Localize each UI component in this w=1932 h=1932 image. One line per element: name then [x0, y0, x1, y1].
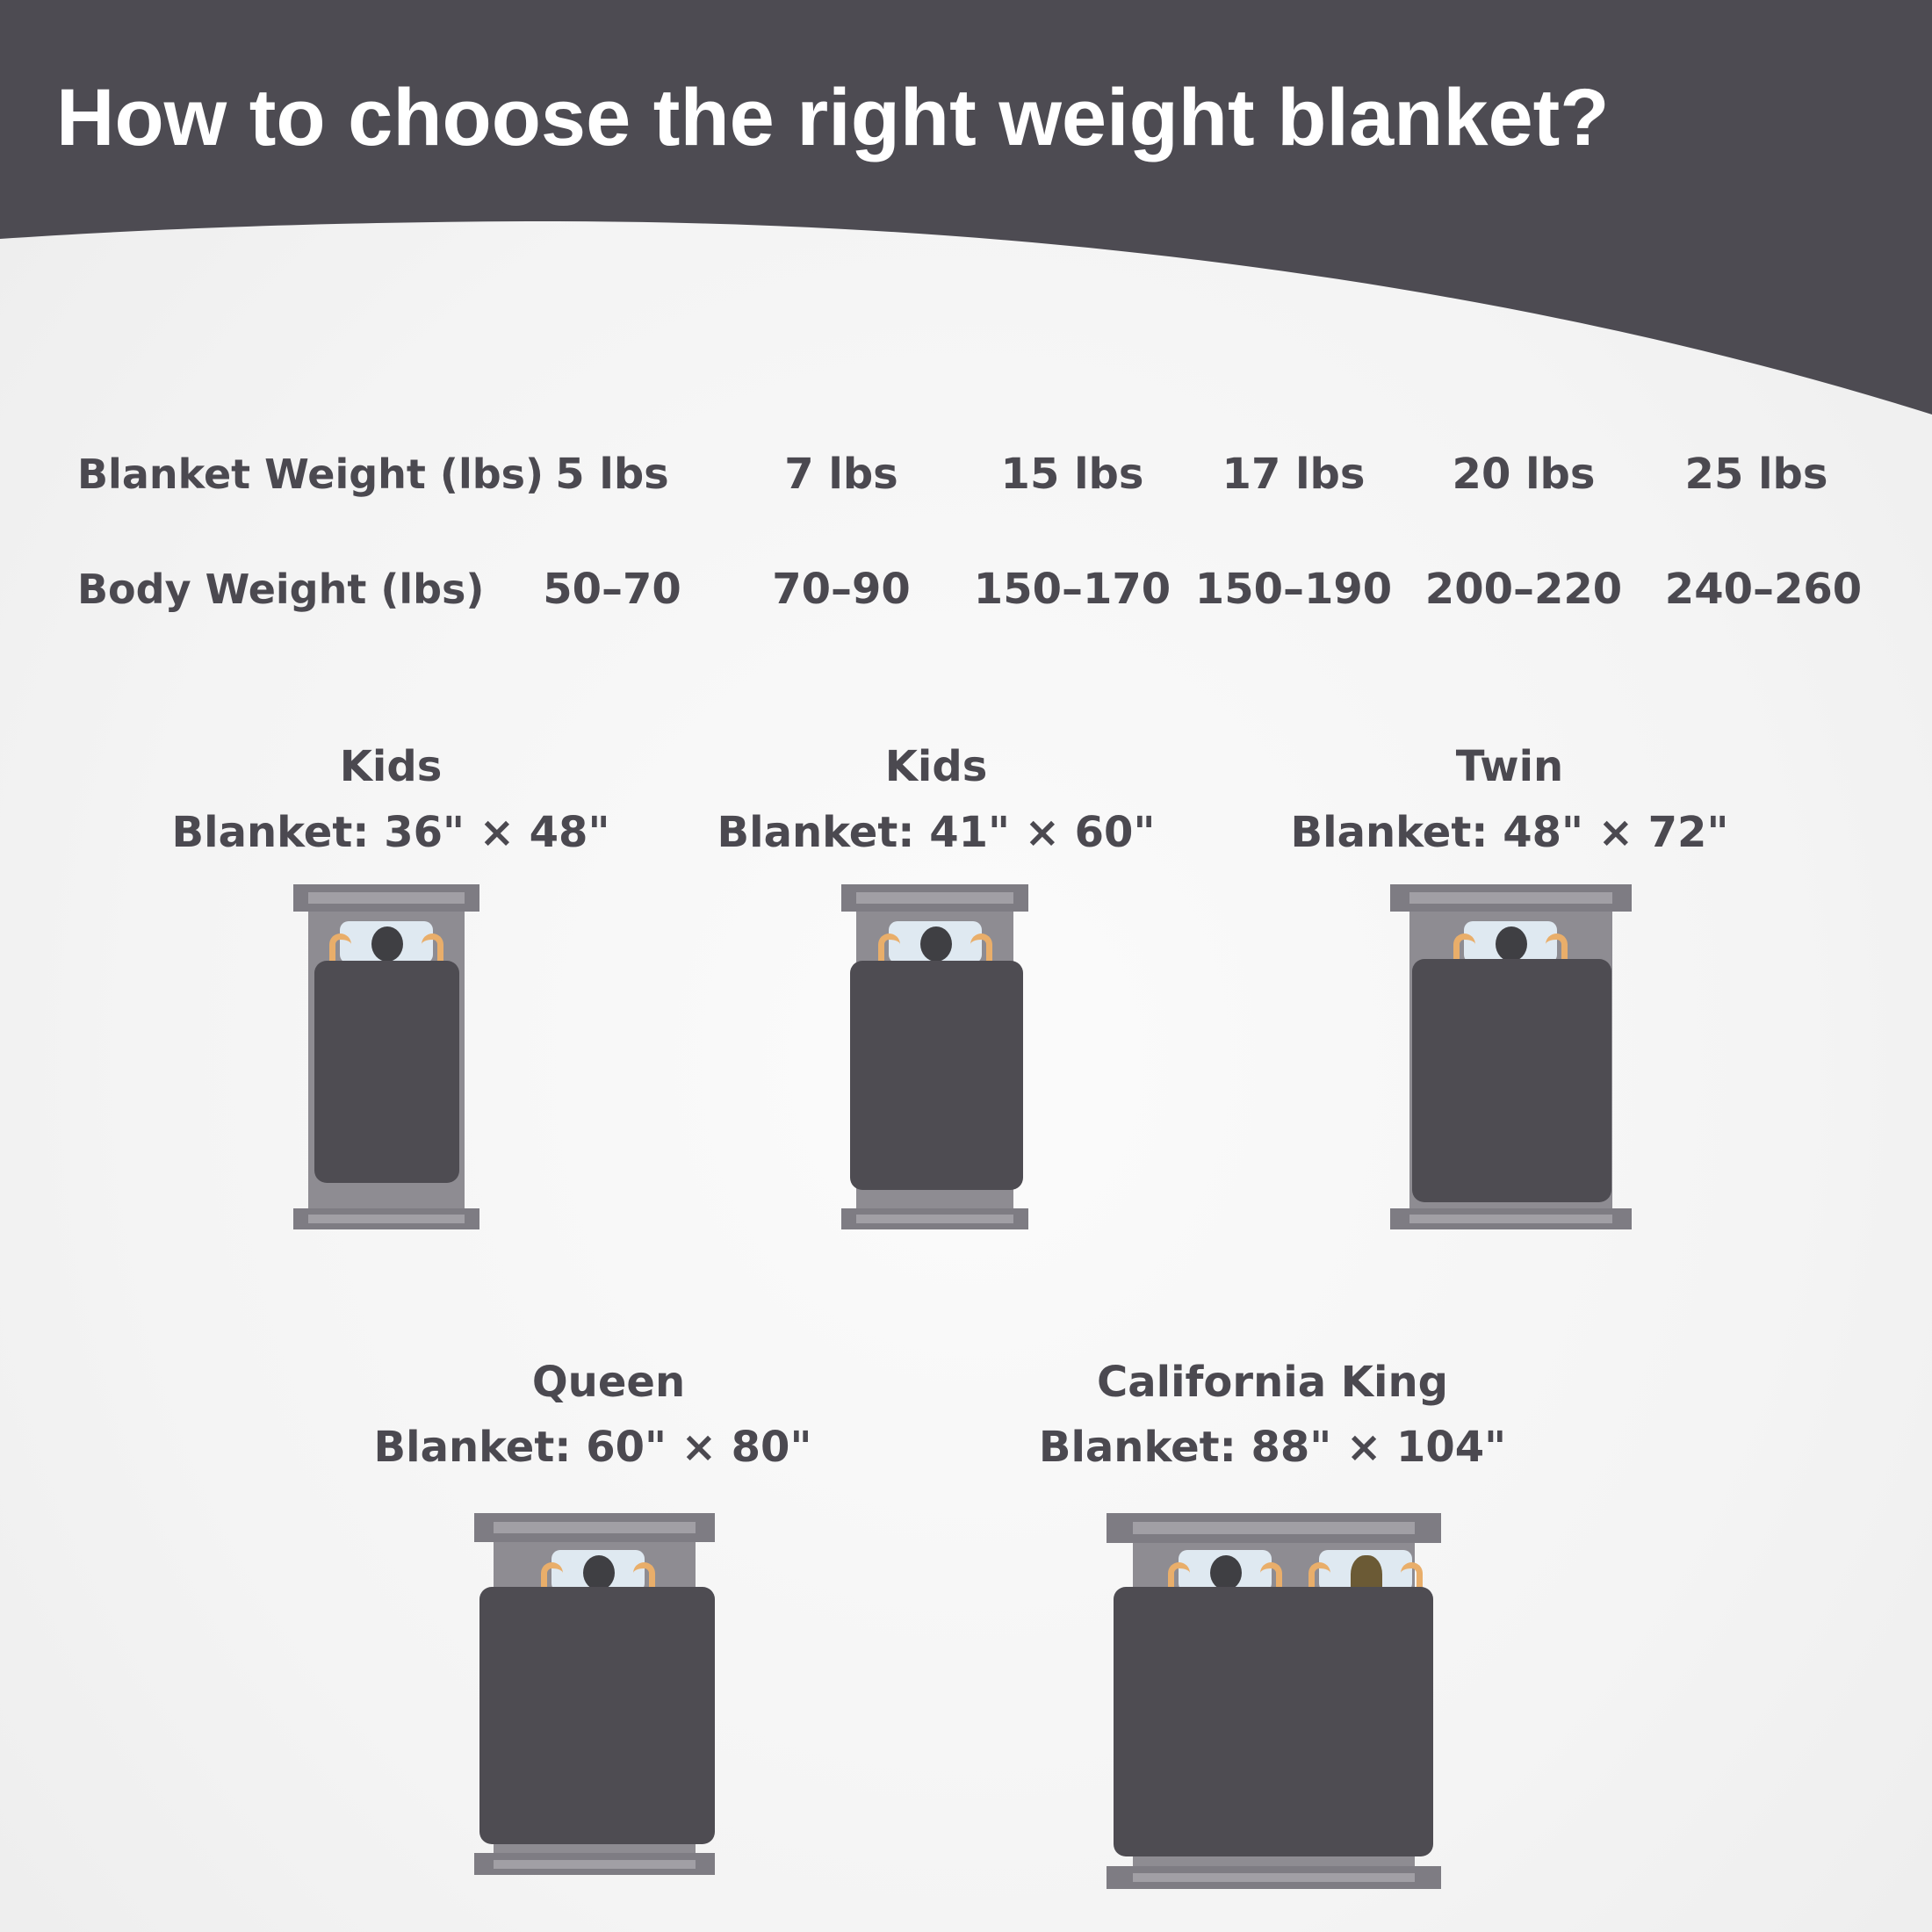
row-label-body-weight: Body Weight (lbs)	[77, 566, 485, 613]
body-weight-cell: 70–90	[772, 565, 911, 614]
body-weight-cell: 240–260	[1664, 565, 1863, 614]
blanket-weight-cell: 7 lbs	[784, 450, 898, 499]
bed-name: California King	[1097, 1358, 1448, 1407]
blanket-size: Blanket: 60" × 80"	[373, 1423, 812, 1472]
sleeping-man-icon	[1168, 1550, 1282, 1618]
blanket-size: Blanket: 48" × 72"	[1290, 808, 1729, 857]
blanket-size: Blanket: 88" × 104"	[1038, 1423, 1507, 1472]
bed-name: Twin	[1455, 742, 1564, 791]
blanket-size: Blanket: 36" × 48"	[171, 808, 610, 857]
bed-illustration	[474, 1513, 715, 1875]
bed-name: Kids	[884, 742, 988, 791]
body-weight-cell: 150–170	[973, 565, 1171, 614]
blanket	[314, 961, 459, 1183]
blanket	[850, 961, 1023, 1190]
bed-name: Kids	[339, 742, 443, 791]
blanket-size: Blanket: 41" × 60"	[717, 808, 1156, 857]
blanket	[1412, 959, 1611, 1202]
body-weight-cell: 50–70	[543, 565, 681, 614]
bed-illustration	[841, 884, 1028, 1229]
page-title: How to choose the right weight blanket?	[56, 73, 1610, 162]
sleeping-person-icon	[329, 921, 443, 989]
row-label-blanket-weight: Blanket Weight (lbs)	[77, 451, 544, 498]
body-weight-cell: 200–220	[1424, 565, 1623, 614]
blanket	[1114, 1587, 1433, 1856]
blanket-weight-cell: 25 lbs	[1684, 450, 1828, 499]
bed-name: Queen	[531, 1358, 686, 1407]
bed-illustration	[1107, 1513, 1441, 1889]
blanket-weight-cell: 15 lbs	[1000, 450, 1144, 499]
body-weight-cell: 150–190	[1194, 565, 1393, 614]
bed-illustration	[1390, 884, 1632, 1229]
blanket-weight-cell: 17 lbs	[1222, 450, 1366, 499]
blanket-weight-cell: 5 lbs	[555, 450, 669, 499]
blanket-weight-cell: 20 lbs	[1452, 450, 1596, 499]
blanket	[479, 1587, 715, 1844]
header-banner	[0, 0, 1932, 415]
bed-illustration	[293, 884, 479, 1229]
